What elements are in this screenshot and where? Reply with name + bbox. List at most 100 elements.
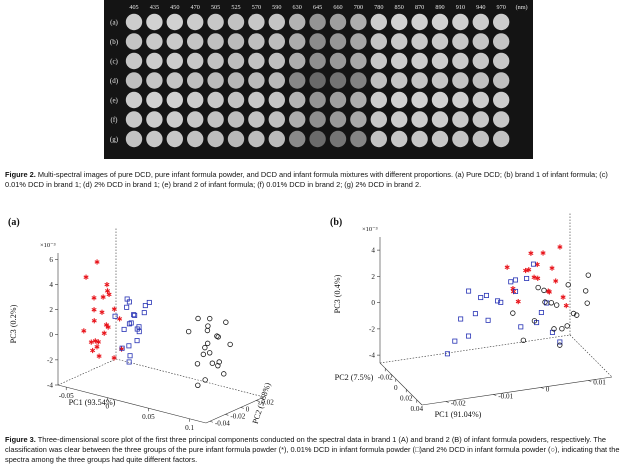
asterisk-point <box>104 282 110 288</box>
sample-disc <box>125 13 143 31</box>
y-tick <box>240 407 244 409</box>
square-point <box>518 324 524 330</box>
asterisk-point <box>526 267 532 273</box>
sample-disc <box>187 130 204 148</box>
sample-disc <box>329 52 347 70</box>
circle-point <box>200 351 207 358</box>
asterisk-stroke <box>104 282 110 287</box>
asterisk-point <box>528 250 534 256</box>
sample-disc <box>146 72 163 89</box>
asterisk-stroke <box>95 340 101 344</box>
asterisk-point <box>83 274 89 280</box>
sample-disc <box>431 33 449 50</box>
sample-disc <box>431 13 449 31</box>
circle-point <box>214 333 220 339</box>
sample-disc <box>187 33 204 50</box>
square-point <box>126 321 132 327</box>
y-tick-label: -0.02 <box>451 400 466 408</box>
row-label: (f) <box>111 116 119 124</box>
square-point <box>466 288 472 294</box>
wavelength-label: 850 <box>395 4 404 11</box>
asterisk-stroke <box>540 251 546 255</box>
asterisk-point <box>515 298 521 305</box>
sample-disc <box>166 13 183 31</box>
row-label: (b) <box>110 38 119 46</box>
square-point <box>141 310 147 316</box>
sample-disc <box>493 111 510 128</box>
circle-point <box>223 319 229 325</box>
circle-point <box>553 302 560 308</box>
asterisk-stroke <box>91 307 97 312</box>
circle-point <box>584 300 590 306</box>
figure3-caption: Figure 3. Three-dimensional score plot o… <box>5 435 627 465</box>
sample-disc <box>452 111 469 128</box>
sample-disc <box>411 33 428 50</box>
y-tick-label: 0 <box>246 405 250 413</box>
asterisk-point <box>101 330 107 336</box>
square-point <box>508 279 514 285</box>
asterisk-stroke <box>91 318 97 323</box>
sample-disc <box>472 13 489 31</box>
y-axis <box>205 396 265 424</box>
square-point <box>146 299 152 305</box>
asterisk-stroke <box>101 331 107 335</box>
asterisk-point <box>563 303 569 309</box>
y-tick-label: 0.01 <box>593 379 606 387</box>
asterisk-point <box>549 265 555 271</box>
square-point <box>466 333 472 339</box>
circle-point <box>207 315 213 322</box>
asterisk-stroke <box>94 260 100 264</box>
sample-disc <box>370 91 387 109</box>
sample-disc <box>431 111 449 128</box>
asterisk-stroke <box>535 276 541 281</box>
y-tick-label: -0.02 <box>230 412 245 420</box>
y-tick-label: 0.02 <box>261 398 274 406</box>
sample-disc <box>268 72 285 89</box>
sample-disc <box>391 130 408 148</box>
circle-point <box>535 284 541 291</box>
z-tick-label: 6 <box>49 256 53 264</box>
asterisk-point <box>531 274 537 280</box>
z-tick-label: 0 <box>49 331 53 339</box>
wavelength-label: 940 <box>476 4 485 11</box>
sample-disc <box>125 52 143 70</box>
sample-disc <box>289 33 306 50</box>
z-axis-label: PC3 (0.4%) <box>333 274 342 313</box>
sample-disc <box>187 52 204 70</box>
square-point <box>538 310 544 316</box>
circle-point <box>542 299 548 305</box>
asterisk-stroke <box>106 292 112 297</box>
sample-disc <box>329 91 347 109</box>
square-point <box>495 298 501 304</box>
asterisk-point <box>95 339 101 345</box>
circle-point <box>204 327 211 334</box>
sample-disc <box>472 52 489 70</box>
sample-disc <box>125 91 143 109</box>
panel-label: (b) <box>330 217 342 228</box>
x-tick-label: 0.1 <box>185 424 194 432</box>
sample-disc <box>248 130 265 148</box>
asterisk-point <box>99 309 105 315</box>
sample-disc <box>227 52 245 70</box>
sample-disc <box>370 72 387 89</box>
x-axis-label: PC1 (93.54%) <box>69 398 116 407</box>
sample-disc <box>248 13 265 31</box>
sample-disc <box>472 33 489 50</box>
square-point <box>124 304 130 310</box>
y-tick <box>209 420 213 423</box>
figure3-caption-label: Figure 3. <box>5 435 36 444</box>
circle-point <box>202 344 208 351</box>
wavelength-unit: (nm) <box>516 4 528 11</box>
y-tick <box>588 380 592 382</box>
square-point <box>124 296 130 302</box>
circle-point <box>195 315 201 322</box>
z-axis-exponent: ×10⁻³ <box>40 242 56 249</box>
y-tick <box>493 394 497 396</box>
sample-disc <box>289 13 306 31</box>
sample-disc <box>493 91 510 109</box>
sample-disc <box>452 91 469 109</box>
y-axis-label: PC2 (7.5%) <box>335 373 374 382</box>
square-point <box>483 292 489 298</box>
asterisk-point <box>96 353 102 359</box>
sample-disc <box>166 91 183 109</box>
